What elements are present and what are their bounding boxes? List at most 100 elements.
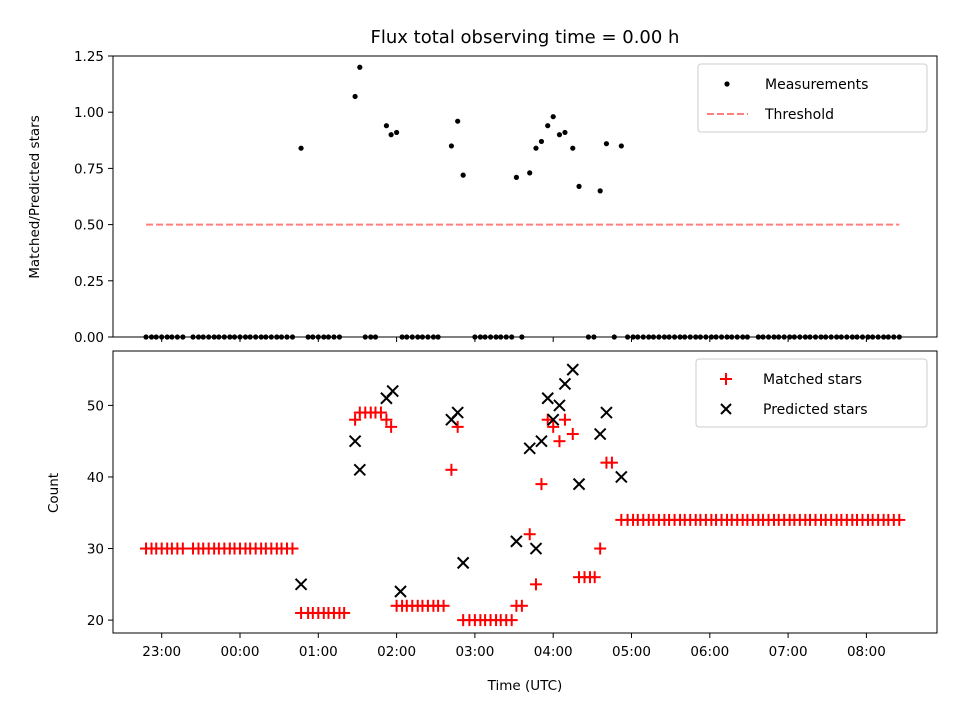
bottom-y-tick-label: 30	[87, 542, 104, 558]
top-plot-panel: 0.00 0.25 0.50 0.75 1.00 1.25 Matched/Predict…	[27, 49, 938, 346]
x-tick-label: 05:00	[612, 644, 651, 660]
matched-star-point	[349, 413, 362, 426]
matched-star-point	[547, 420, 560, 433]
bottom-axes-frame	[112, 350, 938, 634]
matched-star-point	[505, 614, 518, 627]
matched-star-point	[605, 456, 618, 469]
predicted-star-point	[593, 427, 607, 441]
measurement-point	[388, 132, 394, 138]
bottom-y-tick-label: 50	[87, 398, 104, 414]
bottom-y-axis-label: Count	[46, 473, 62, 513]
legend-predicted-marker	[720, 403, 732, 415]
measurement-point	[597, 188, 603, 194]
top-y-axis-label: Matched/Predicted stars	[27, 115, 43, 278]
chart-title: Flux total observing time = 0.00 h	[371, 27, 680, 48]
top-axes-frame	[112, 55, 938, 338]
top-y-tick-label: 0.25	[74, 274, 104, 290]
matched-star-point	[451, 420, 464, 433]
bottom-plot-panel: 20 30 40 50 23:00 00:00 01:00 02:00 03:00 04:00 0…	[46, 350, 938, 694]
top-y-tick-label: 1.00	[74, 105, 104, 121]
matched-star-point	[529, 578, 542, 591]
x-tick-label: 23:00	[142, 644, 181, 660]
predicted-star-point	[558, 377, 572, 391]
x-tick-label: 02:00	[377, 644, 416, 660]
legend-measurements-marker	[724, 81, 730, 87]
matched-star-point	[558, 413, 571, 426]
bottom-y-tick-label: 40	[87, 470, 104, 486]
measurement-point	[556, 132, 563, 138]
bottom-plot-series	[140, 363, 906, 627]
predicted-star-point	[348, 434, 362, 448]
matched-star-point	[893, 513, 906, 526]
measurement-point	[394, 129, 400, 136]
predicted-star-point	[510, 535, 523, 548]
predicted-star-point	[353, 463, 367, 477]
predicted-star-point	[456, 556, 470, 570]
bottom-legend: Matched stars Predicted stars	[695, 358, 928, 428]
x-tick-label: 08:00	[847, 644, 886, 660]
legend-matched-marker	[720, 373, 732, 385]
x-tick-label: 00:00	[221, 644, 260, 660]
bottom-x-ticks: 23:00 00:00 01:00 02:00 03:00 04:00 05:00 06:00…	[142, 633, 886, 660]
measurement-point	[383, 123, 390, 129]
measurement-point	[298, 145, 304, 151]
measurement-point	[618, 143, 624, 149]
x-tick-label: 04:00	[534, 644, 573, 660]
predicted-star-point	[546, 413, 560, 426]
predicted-star-point	[541, 392, 554, 405]
measurement-point	[460, 172, 466, 178]
predicted-star-point	[600, 406, 613, 419]
predicted-star-point	[535, 434, 548, 448]
matched-star-point	[445, 463, 458, 476]
matched-star-point	[588, 571, 601, 584]
measurement-point	[533, 145, 539, 151]
measurement-point	[550, 114, 556, 120]
matched-star-point	[176, 542, 189, 555]
bottom-y-tick-label: 20	[87, 613, 104, 629]
matched-star-point	[566, 428, 579, 441]
measurement-point	[570, 145, 576, 151]
x-axis-label: Time (UTC)	[487, 678, 563, 694]
measurement-point	[352, 93, 358, 100]
legend-threshold-label: Threshold	[764, 107, 834, 123]
legend-matched-label: Matched stars	[763, 372, 862, 388]
matched-star-point	[385, 420, 398, 433]
legend-predicted-label: Predicted stars	[763, 402, 868, 418]
top-y-tick-label: 0.50	[74, 218, 104, 234]
measurement-point	[545, 123, 551, 129]
x-tick-label: 03:00	[455, 644, 494, 660]
predicted-star-point	[394, 585, 407, 598]
top-legend: Measurements Threshold	[697, 63, 928, 133]
measurement-point	[448, 143, 455, 149]
x-tick-label: 07:00	[769, 644, 808, 660]
legend-measurements-label: Measurements	[765, 77, 868, 93]
measurement-point	[455, 118, 461, 124]
measurement-point	[576, 183, 582, 189]
predicted-star-point	[572, 477, 586, 491]
matched-star-point	[374, 406, 387, 419]
matched-star-point	[515, 599, 528, 612]
top-y-tick-label: 0.75	[74, 161, 104, 177]
matched-star-point	[553, 435, 566, 448]
bottom-y-ticks: 20 30 40 50	[87, 398, 113, 629]
predicted-star-point	[553, 399, 566, 412]
matched-star-point	[380, 413, 393, 426]
predicted-star-point	[615, 470, 628, 484]
predicted-star-point	[386, 384, 399, 398]
matched-star-point	[541, 413, 554, 426]
predicted-star-point	[294, 578, 308, 591]
matched-star-point	[594, 542, 607, 555]
measurement-point	[357, 64, 363, 70]
x-tick-label: 06:00	[690, 644, 729, 660]
measurement-point	[513, 174, 519, 180]
matched-star-point	[523, 528, 536, 541]
top-y-tick-label: 1.25	[74, 49, 104, 65]
x-tick-label: 01:00	[299, 644, 338, 660]
measurement-point	[562, 129, 568, 136]
matched-star-point	[338, 606, 351, 619]
matched-star-point	[437, 599, 450, 612]
predicted-star-point	[451, 406, 464, 419]
measurement-point	[527, 170, 533, 176]
matched-star-point	[535, 478, 548, 491]
